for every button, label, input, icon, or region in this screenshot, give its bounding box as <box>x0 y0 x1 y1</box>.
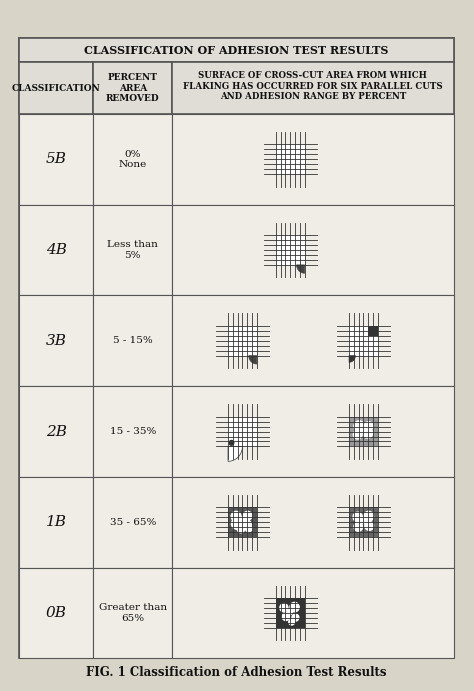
Bar <box>19 205 93 296</box>
Bar <box>19 39 454 62</box>
Circle shape <box>238 517 246 524</box>
Bar <box>349 417 378 446</box>
Bar <box>228 507 257 537</box>
Polygon shape <box>228 446 242 462</box>
Text: 4B: 4B <box>46 243 67 257</box>
Bar <box>276 144 305 174</box>
Text: CLASSIFICATION OF ADHESION TEST RESULTS: CLASSIFICATION OF ADHESION TEST RESULTS <box>84 45 388 56</box>
Text: 15 - 35%: 15 - 35% <box>109 427 156 436</box>
Text: FIG. 1 Classification of Adhesion Test Results: FIG. 1 Classification of Adhesion Test R… <box>86 666 386 679</box>
Bar <box>93 296 172 386</box>
Bar <box>93 205 172 296</box>
Circle shape <box>243 511 252 520</box>
Circle shape <box>245 524 252 532</box>
Circle shape <box>354 430 362 439</box>
Bar <box>172 568 454 659</box>
Bar <box>19 386 93 477</box>
Bar <box>19 477 93 568</box>
Bar <box>19 296 93 386</box>
Text: 3B: 3B <box>46 334 67 348</box>
Circle shape <box>237 525 245 533</box>
Polygon shape <box>249 356 257 364</box>
Circle shape <box>242 520 251 529</box>
Text: 1B: 1B <box>46 515 67 529</box>
Polygon shape <box>297 265 305 273</box>
Bar <box>172 296 454 386</box>
Text: Less than
5%: Less than 5% <box>107 240 158 260</box>
Circle shape <box>282 613 290 621</box>
Text: Greater than
65%: Greater than 65% <box>99 603 167 623</box>
Circle shape <box>360 426 367 434</box>
Circle shape <box>290 603 299 612</box>
Bar <box>172 205 454 296</box>
Bar <box>228 326 257 356</box>
Text: 5B: 5B <box>46 152 67 167</box>
Circle shape <box>287 609 292 615</box>
Bar <box>172 114 454 205</box>
Bar <box>19 568 93 659</box>
Circle shape <box>364 511 374 522</box>
Circle shape <box>231 518 242 529</box>
Bar <box>276 598 305 628</box>
Bar <box>19 114 93 205</box>
Polygon shape <box>349 356 356 362</box>
Bar <box>276 598 305 628</box>
Text: 5 - 15%: 5 - 15% <box>113 337 153 346</box>
Text: 0B: 0B <box>46 606 67 620</box>
Bar <box>93 114 172 205</box>
Bar <box>172 477 454 568</box>
Bar <box>228 507 257 537</box>
Circle shape <box>280 603 288 612</box>
Text: CLASSIFICATION: CLASSIFICATION <box>12 84 100 93</box>
Text: 0%
None: 0% None <box>118 149 147 169</box>
Circle shape <box>365 422 373 430</box>
Bar <box>172 62 454 114</box>
Circle shape <box>231 511 241 522</box>
Circle shape <box>365 522 374 531</box>
Circle shape <box>354 421 365 432</box>
Bar <box>368 326 378 337</box>
Bar <box>276 235 305 265</box>
Bar <box>93 386 172 477</box>
Bar <box>93 62 172 114</box>
Circle shape <box>363 428 373 438</box>
Circle shape <box>353 512 362 522</box>
Bar <box>93 568 172 659</box>
Bar <box>349 326 378 356</box>
Bar <box>349 507 378 537</box>
Text: PERCENT
AREA
REMOVED: PERCENT AREA REMOVED <box>106 73 160 103</box>
Circle shape <box>292 614 299 621</box>
Circle shape <box>361 518 366 524</box>
Circle shape <box>289 619 294 625</box>
Bar <box>349 507 378 537</box>
Bar <box>349 417 378 446</box>
Bar <box>19 62 93 114</box>
Bar <box>172 386 454 477</box>
Text: SURFACE OF CROSS-CUT AREA FROM WHICH
FLAKING HAS OCCURRED FOR SIX PARALLEL CUTS
: SURFACE OF CROSS-CUT AREA FROM WHICH FLA… <box>183 71 443 101</box>
Text: 2B: 2B <box>46 424 67 439</box>
Bar <box>228 417 257 446</box>
Text: 35 - 65%: 35 - 65% <box>109 518 156 527</box>
Bar <box>93 477 172 568</box>
Circle shape <box>354 522 363 531</box>
Circle shape <box>229 440 234 445</box>
